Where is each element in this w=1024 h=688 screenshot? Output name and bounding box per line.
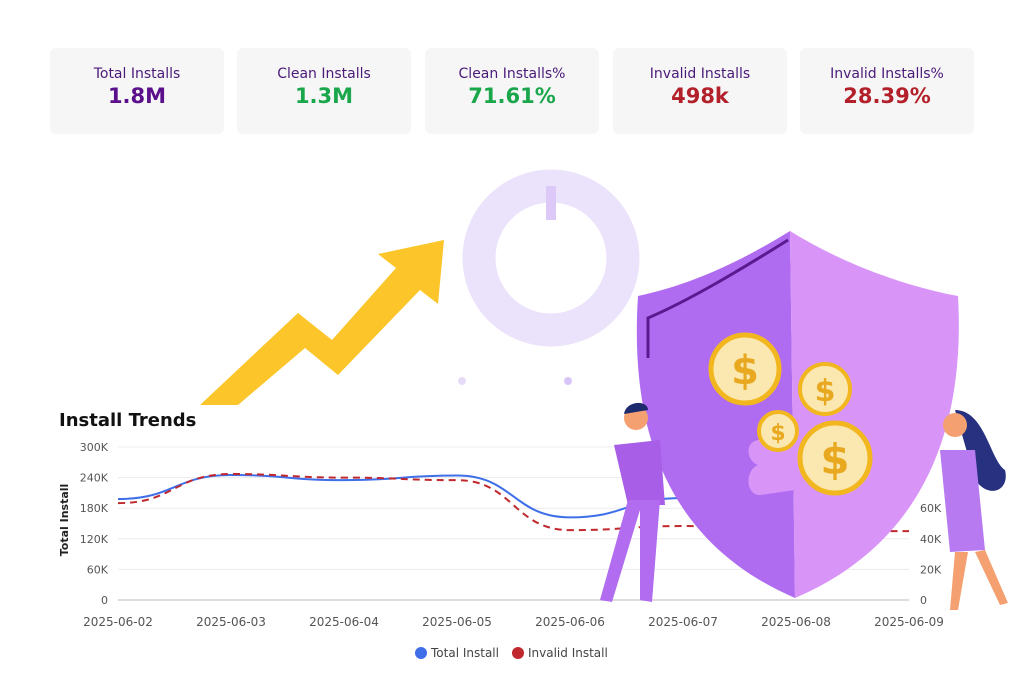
man-figure bbox=[600, 402, 665, 602]
donut-chart bbox=[458, 169, 640, 385]
x-tick-label: 2025-06-05 bbox=[422, 615, 492, 629]
legend-label: Total Install bbox=[431, 646, 499, 660]
legend-total-install[interactable]: Total Install bbox=[415, 646, 499, 660]
card-label: Invalid Installs% bbox=[830, 66, 944, 82]
card-value: 1.3M bbox=[294, 84, 354, 108]
y2-tick-label: 60K bbox=[920, 502, 942, 515]
stat-card-clean-installs-percent: Clean Installs% 71.61% bbox=[425, 48, 599, 134]
chart-title: Install Trends bbox=[59, 410, 197, 431]
x-tick-label: 2025-06-02 bbox=[83, 615, 153, 629]
stat-card-clean-installs: Clean Installs 1.3M bbox=[237, 48, 411, 134]
y-tick-label: 180K bbox=[80, 502, 109, 515]
stat-card-invalid-installs-percent: Invalid Installs% 28.39% bbox=[800, 48, 974, 134]
card-value: 498k bbox=[671, 84, 729, 108]
card-label: Total Installs bbox=[93, 66, 181, 82]
y-tick-label: 0 bbox=[101, 594, 108, 607]
card-label: Invalid Installs bbox=[649, 66, 751, 82]
card-label: Clean Installs bbox=[277, 66, 371, 82]
woman-figure bbox=[940, 410, 1008, 610]
series-line-1 bbox=[117, 473, 910, 533]
x-tick-label: 2025-06-04 bbox=[309, 615, 379, 629]
card-value: 71.61% bbox=[468, 84, 556, 108]
x-tick-label: 2025-06-03 bbox=[196, 615, 266, 629]
svg-text:$: $ bbox=[820, 435, 849, 484]
y-tick-label: 300K bbox=[80, 441, 109, 454]
legend-label: Invalid Install bbox=[528, 646, 608, 660]
legend-invalid-install[interactable]: Invalid Install bbox=[512, 646, 608, 660]
card-value: 28.39% bbox=[843, 84, 931, 108]
stat-card-invalid-installs: Invalid Installs 498k bbox=[613, 48, 787, 134]
x-tick-label: 2025-06-06 bbox=[535, 615, 605, 629]
y-axis-label: Total Install bbox=[58, 484, 71, 557]
y2-tick-label: 40K bbox=[920, 533, 942, 546]
legend-dot bbox=[458, 377, 466, 385]
svg-text:$: $ bbox=[731, 348, 759, 394]
y-tick-label: 240K bbox=[80, 472, 109, 485]
x-tick-label: 2025-06-08 bbox=[761, 615, 831, 629]
stat-card-total-installs: Total Installs 1.8M bbox=[50, 48, 224, 134]
coin-icon: $ $ $ $ bbox=[708, 332, 873, 496]
x-tick-label: 2025-06-07 bbox=[648, 615, 718, 629]
shield-icon bbox=[636, 231, 959, 598]
y2-tick-label: 20K bbox=[920, 563, 942, 576]
legend-dot bbox=[564, 377, 572, 385]
svg-text:$: $ bbox=[770, 421, 785, 446]
growth-arrow-icon bbox=[200, 240, 444, 405]
card-value: 1.8M bbox=[107, 84, 167, 108]
x-tick-label: 2025-06-09 bbox=[874, 615, 944, 629]
y-tick-label: 120K bbox=[80, 533, 109, 546]
card-label: Clean Installs% bbox=[458, 66, 566, 82]
y-tick-label: 60K bbox=[87, 563, 109, 576]
svg-text:$: $ bbox=[815, 374, 836, 409]
y2-tick-label: 0 bbox=[920, 594, 927, 607]
